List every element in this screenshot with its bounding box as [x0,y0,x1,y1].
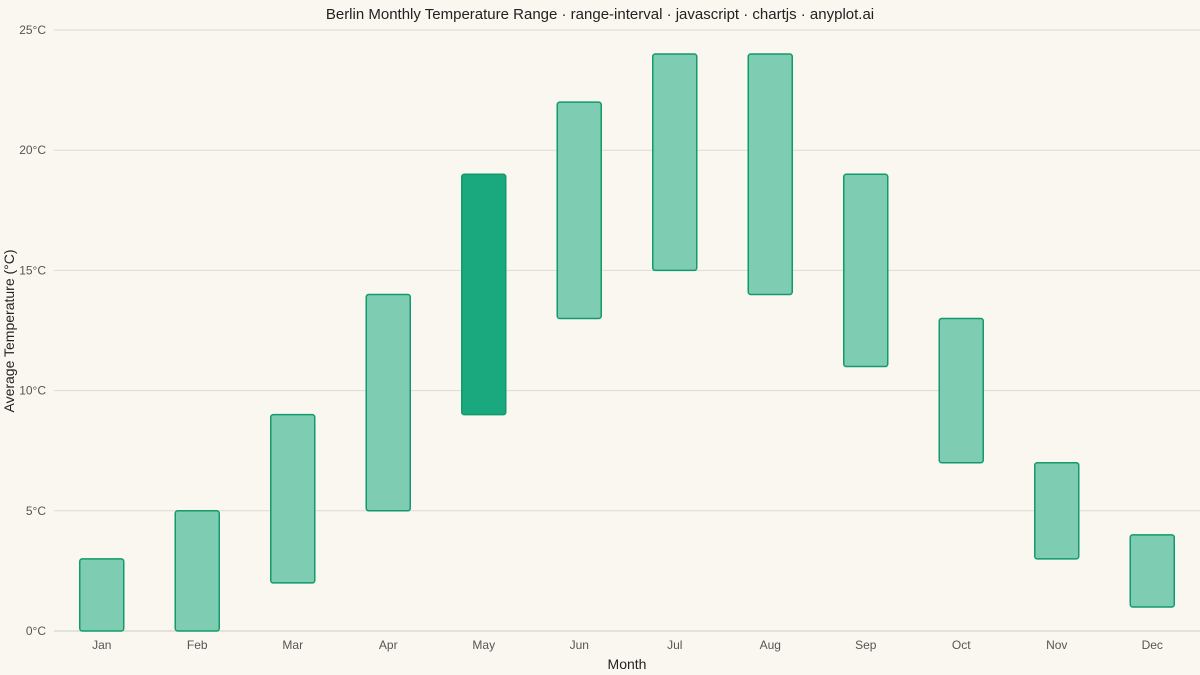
y-tick-label: 20°C [19,143,46,157]
x-tick-label: Nov [1046,638,1067,652]
grid [54,29,1200,512]
x-axis-label: Month [608,656,647,672]
y-tick-label: 0°C [26,624,46,638]
x-tick-label: Jul [667,638,682,652]
x-axis-ticks: Jan Feb Mar Apr May Jun Jul Aug Sep Oct Nov Dec [92,638,1163,652]
x-tick-label: May [472,638,495,652]
y-tick-label: 5°C [26,504,46,518]
range-bar-feb [174,510,220,632]
range-bar-aug [747,53,793,296]
y-axis-label: Average Temperature (°C) [1,249,17,412]
x-tick-label: Apr [379,638,398,652]
y-tick-label: 25°C [19,23,46,37]
bars [79,53,1175,632]
range-bar-dec [1129,534,1175,608]
y-tick-label: 15°C [19,263,46,277]
range-bar-jul [652,53,698,272]
x-tick-label: Feb [187,638,208,652]
y-axis-ticks: 0°C 5°C 10°C 15°C 20°C 25°C [19,23,46,638]
range-bar-mar [270,413,316,584]
range-bar-jan [79,558,125,632]
range-bar-oct [938,317,984,464]
x-tick-label: Mar [282,638,303,652]
x-tick-label: Jan [92,638,111,652]
range-bar-may [461,173,507,416]
range-bar-sep [843,173,889,368]
range-bar-jun [556,101,602,320]
range-bar-nov [1034,461,1080,560]
x-tick-label: Sep [855,638,877,652]
x-tick-label: Aug [760,638,781,652]
chart-title: Berlin Monthly Temperature Range · range… [326,6,874,23]
x-tick-label: Jun [570,638,589,652]
x-tick-label: Oct [952,638,971,652]
y-tick-label: 10°C [19,384,46,398]
x-tick-label: Dec [1142,638,1163,652]
range-bar-apr [365,293,411,512]
